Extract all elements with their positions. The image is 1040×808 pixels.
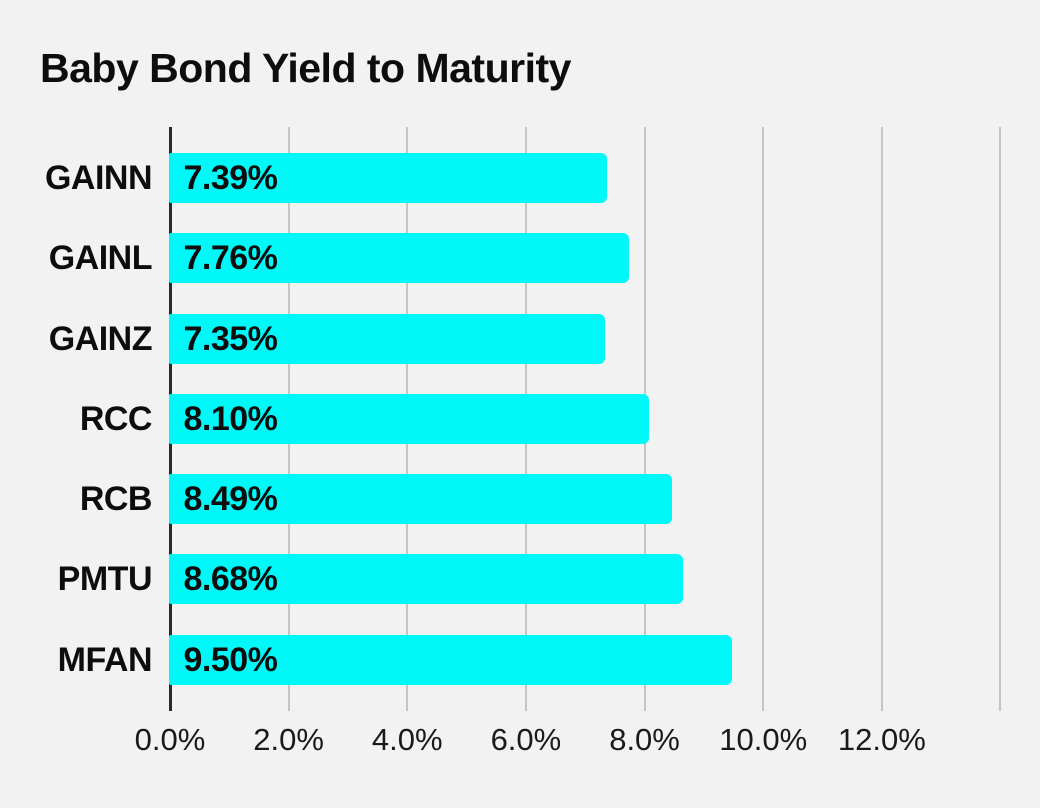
bar-value-label: 7.35% [183,319,278,358]
category-label: GAINL [48,239,153,278]
bar-value-label: 9.50% [183,640,278,679]
bar: 7.39% [168,153,607,203]
bar: 8.49% [168,474,673,524]
gridline [762,127,765,711]
bar-value-label: 8.10% [183,399,278,438]
chart-title: Baby Bond Yield to Maturity [40,45,571,91]
category-label: RCC [79,399,153,438]
bar-value-label: 7.76% [183,239,278,278]
bar-value-label: 8.68% [183,560,278,599]
x-tick-label: 12.0% [837,722,926,757]
category-label: PMTU [57,560,153,599]
category-label: RCB [79,480,153,518]
x-tick-label: 0.0% [134,722,206,757]
x-tick-label: 10.0% [719,722,808,757]
bar: 7.35% [168,313,605,364]
gridline [880,127,883,711]
category-label: MFAN [57,640,153,679]
bar: 7.76% [168,233,629,284]
bar: 8.68% [168,554,684,605]
gridline [999,127,1002,711]
bar-value-label: 8.49% [183,480,278,518]
bar: 8.10% [168,393,649,444]
category-label: GAINN [44,159,153,197]
x-tick-label: 6.0% [490,722,562,757]
category-label: GAINZ [48,319,153,358]
x-tick-label: 8.0% [609,722,680,757]
bar: 9.50% [168,634,733,685]
bar-value-label: 7.39% [183,159,278,197]
x-tick-label: 2.0% [253,722,324,757]
x-tick-label: 4.0% [371,722,443,757]
